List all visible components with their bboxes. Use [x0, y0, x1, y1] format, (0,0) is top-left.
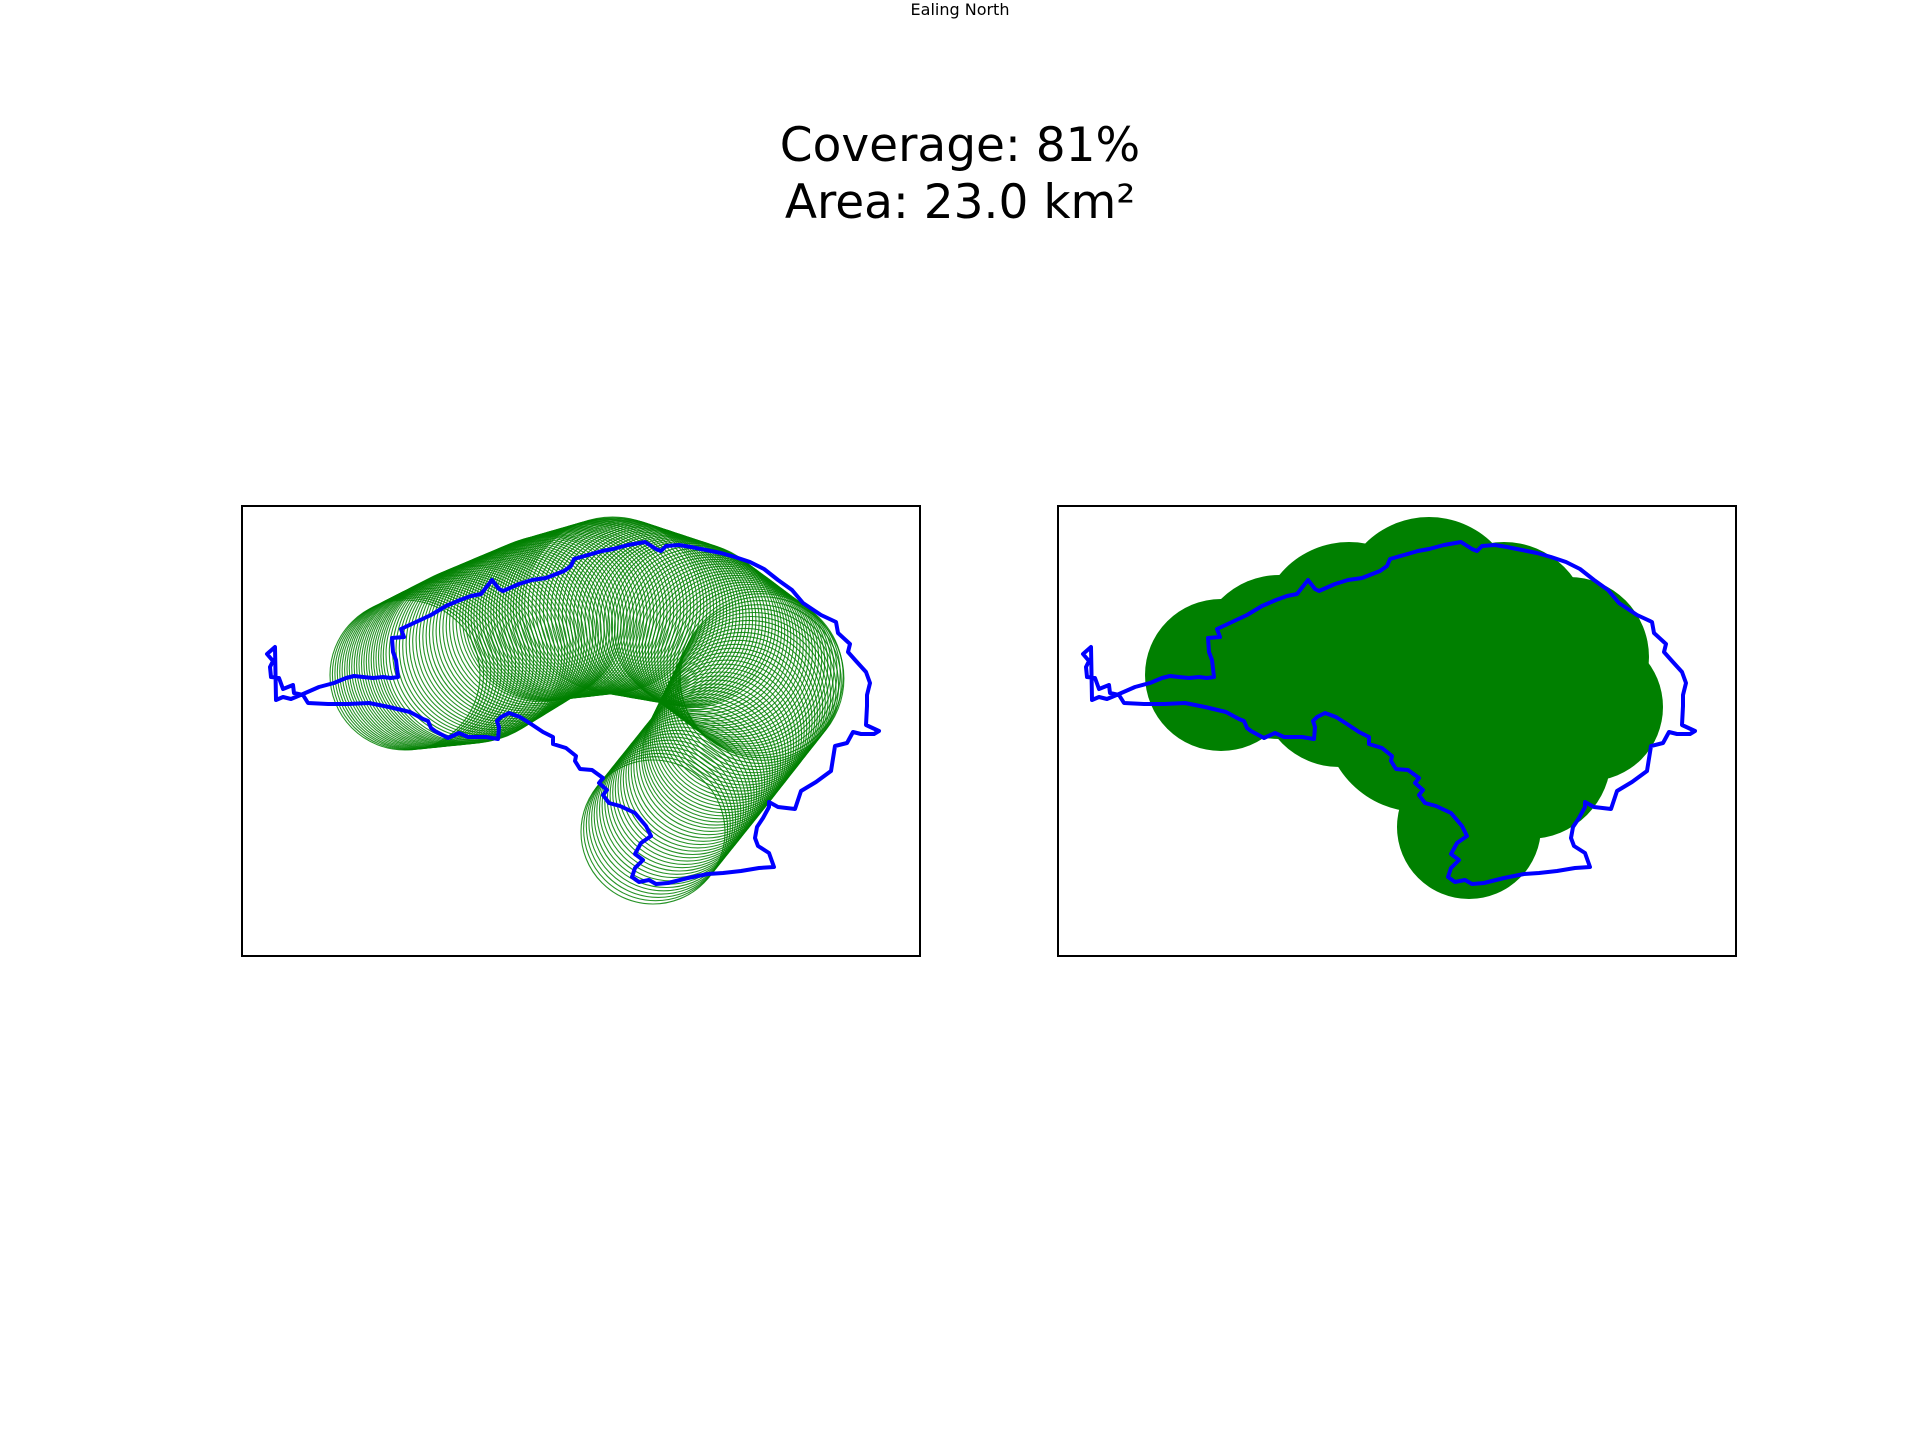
coverage-circle	[650, 572, 817, 738]
area-label: Area: 23.0 km²	[784, 175, 1136, 230]
coverage-circle	[593, 742, 739, 889]
coverage-union-fill	[1145, 517, 1663, 899]
coverage-circle	[638, 563, 804, 729]
constituency-boundary	[265, 540, 881, 886]
coverage-circles-outline	[329, 516, 845, 905]
coverage-circle	[632, 558, 798, 724]
coverage-circle	[623, 551, 789, 718]
coverage-circle	[617, 713, 763, 859]
coverage-circle	[649, 663, 800, 814]
coverage-circle	[674, 608, 837, 771]
coverage-circle	[635, 690, 782, 836]
coverage-circle	[627, 700, 774, 846]
coverage-circle	[583, 756, 729, 902]
coverage-circle	[654, 574, 820, 740]
coverage-circle	[635, 561, 801, 727]
coverage-circle	[633, 693, 779, 839]
coverage-map-circles-panel	[241, 505, 921, 957]
coverage-circle	[428, 548, 599, 719]
coverage-circle	[669, 586, 835, 752]
coverage-area-circle	[1259, 607, 1419, 767]
figure-title: Ealing North	[910, 0, 1010, 19]
coverage-circle	[613, 545, 780, 711]
coverage-circle	[591, 746, 737, 892]
coverage-circle	[638, 686, 784, 832]
coverage-map-union-panel	[1057, 505, 1737, 957]
coverage-circle	[601, 733, 747, 879]
coverage-circle	[588, 749, 734, 895]
coverage-circle	[644, 567, 810, 734]
coverage-circle	[614, 716, 760, 862]
coverage-circle	[622, 706, 768, 852]
coverage-label: Coverage: 81%	[779, 118, 1141, 173]
coverage-circle	[662, 635, 818, 792]
coverage-circle	[385, 566, 563, 743]
coverage-circle	[604, 729, 750, 875]
constituency-boundary	[1081, 540, 1697, 886]
coverage-circle	[672, 611, 834, 774]
coverage-circle	[660, 579, 826, 745]
map-right-svg	[1081, 517, 1697, 899]
coverage-circle	[666, 583, 832, 750]
coverage-circle	[609, 723, 755, 869]
map-left-svg	[265, 516, 881, 905]
coverage-circle	[655, 651, 808, 804]
coverage-circle	[585, 752, 731, 898]
coverage-circle	[612, 719, 758, 865]
coverage-circle	[620, 709, 766, 856]
coverage-circle	[630, 696, 776, 842]
coverage-circle	[625, 703, 771, 849]
coverage-circle	[646, 671, 795, 820]
coverage-circle	[626, 554, 792, 720]
coverage-circle	[640, 683, 787, 829]
coverage-circle	[641, 565, 807, 731]
coverage-circle	[647, 667, 797, 817]
coverage-circle	[665, 627, 824, 786]
coverage-circle	[580, 759, 726, 905]
